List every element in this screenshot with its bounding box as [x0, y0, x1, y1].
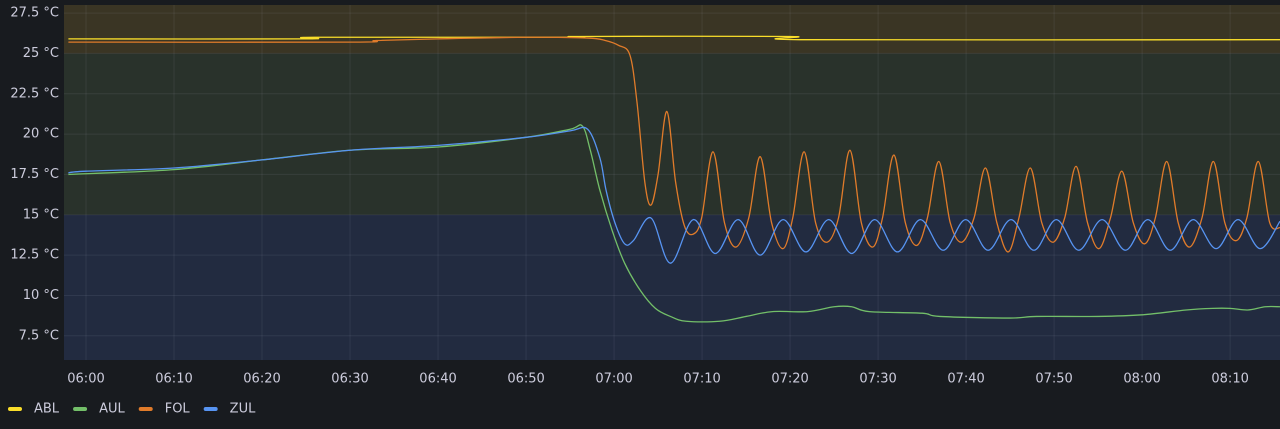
legend-swatch: [73, 407, 88, 411]
x-tick-label: 08:00: [1123, 372, 1160, 387]
x-tick-label: 06:00: [67, 372, 104, 387]
x-tick-label: 06:40: [419, 372, 456, 387]
x-tick-label: 07:40: [947, 372, 984, 387]
x-tick-label: 07:30: [859, 372, 896, 387]
x-tick-label: 06:20: [243, 372, 280, 387]
legend: ABL AUL FOL ZUL: [8, 402, 256, 417]
y-tick-label: 12.5 °C: [10, 248, 59, 263]
x-tick-label: 07:20: [771, 372, 808, 387]
y-tick-label: 7.5 °C: [19, 328, 59, 343]
legend-swatch: [203, 407, 218, 411]
x-tick-label: 08:10: [1211, 372, 1248, 387]
x-tick-label: 06:10: [155, 372, 192, 387]
series-lines: [68, 35, 1280, 323]
y-tick-label: 15 °C: [23, 207, 59, 222]
series-line: [68, 36, 1280, 253]
x-tick-label: 07:00: [595, 372, 632, 387]
x-tick-label: 06:50: [507, 372, 544, 387]
legend-label[interactable]: ABL: [34, 402, 60, 417]
legend-label[interactable]: ZUL: [230, 402, 256, 417]
legend-swatch: [138, 407, 153, 411]
series-line: [68, 126, 1280, 264]
series-line: [68, 35, 1280, 41]
legend-label[interactable]: FOL: [165, 402, 191, 417]
axes: 7.5 °C 10 °C 12.5 °C 15 °C 17.5 °C 20 °C 22.5 …: [10, 6, 1249, 387]
x-tick-label: 07:50: [1035, 372, 1072, 387]
y-tick-label: 25 °C: [23, 46, 59, 61]
x-tick-label: 06:30: [331, 372, 368, 387]
legend-swatch: [8, 407, 22, 411]
x-tick-label: 07:10: [683, 372, 720, 387]
grid: [64, 5, 1280, 360]
threshold-band: [64, 53, 1280, 215]
y-tick-label: 20 °C: [23, 127, 59, 142]
y-tick-label: 27.5 °C: [10, 6, 59, 21]
y-tick-label: 10 °C: [23, 288, 59, 303]
threshold-band: [64, 214, 1280, 360]
y-tick-label: 22.5 °C: [10, 86, 59, 101]
threshold-band: [64, 5, 1280, 54]
y-tick-label: 17.5 °C: [10, 167, 59, 182]
threshold-bands: [64, 5, 1280, 360]
legend-label[interactable]: AUL: [99, 402, 125, 417]
